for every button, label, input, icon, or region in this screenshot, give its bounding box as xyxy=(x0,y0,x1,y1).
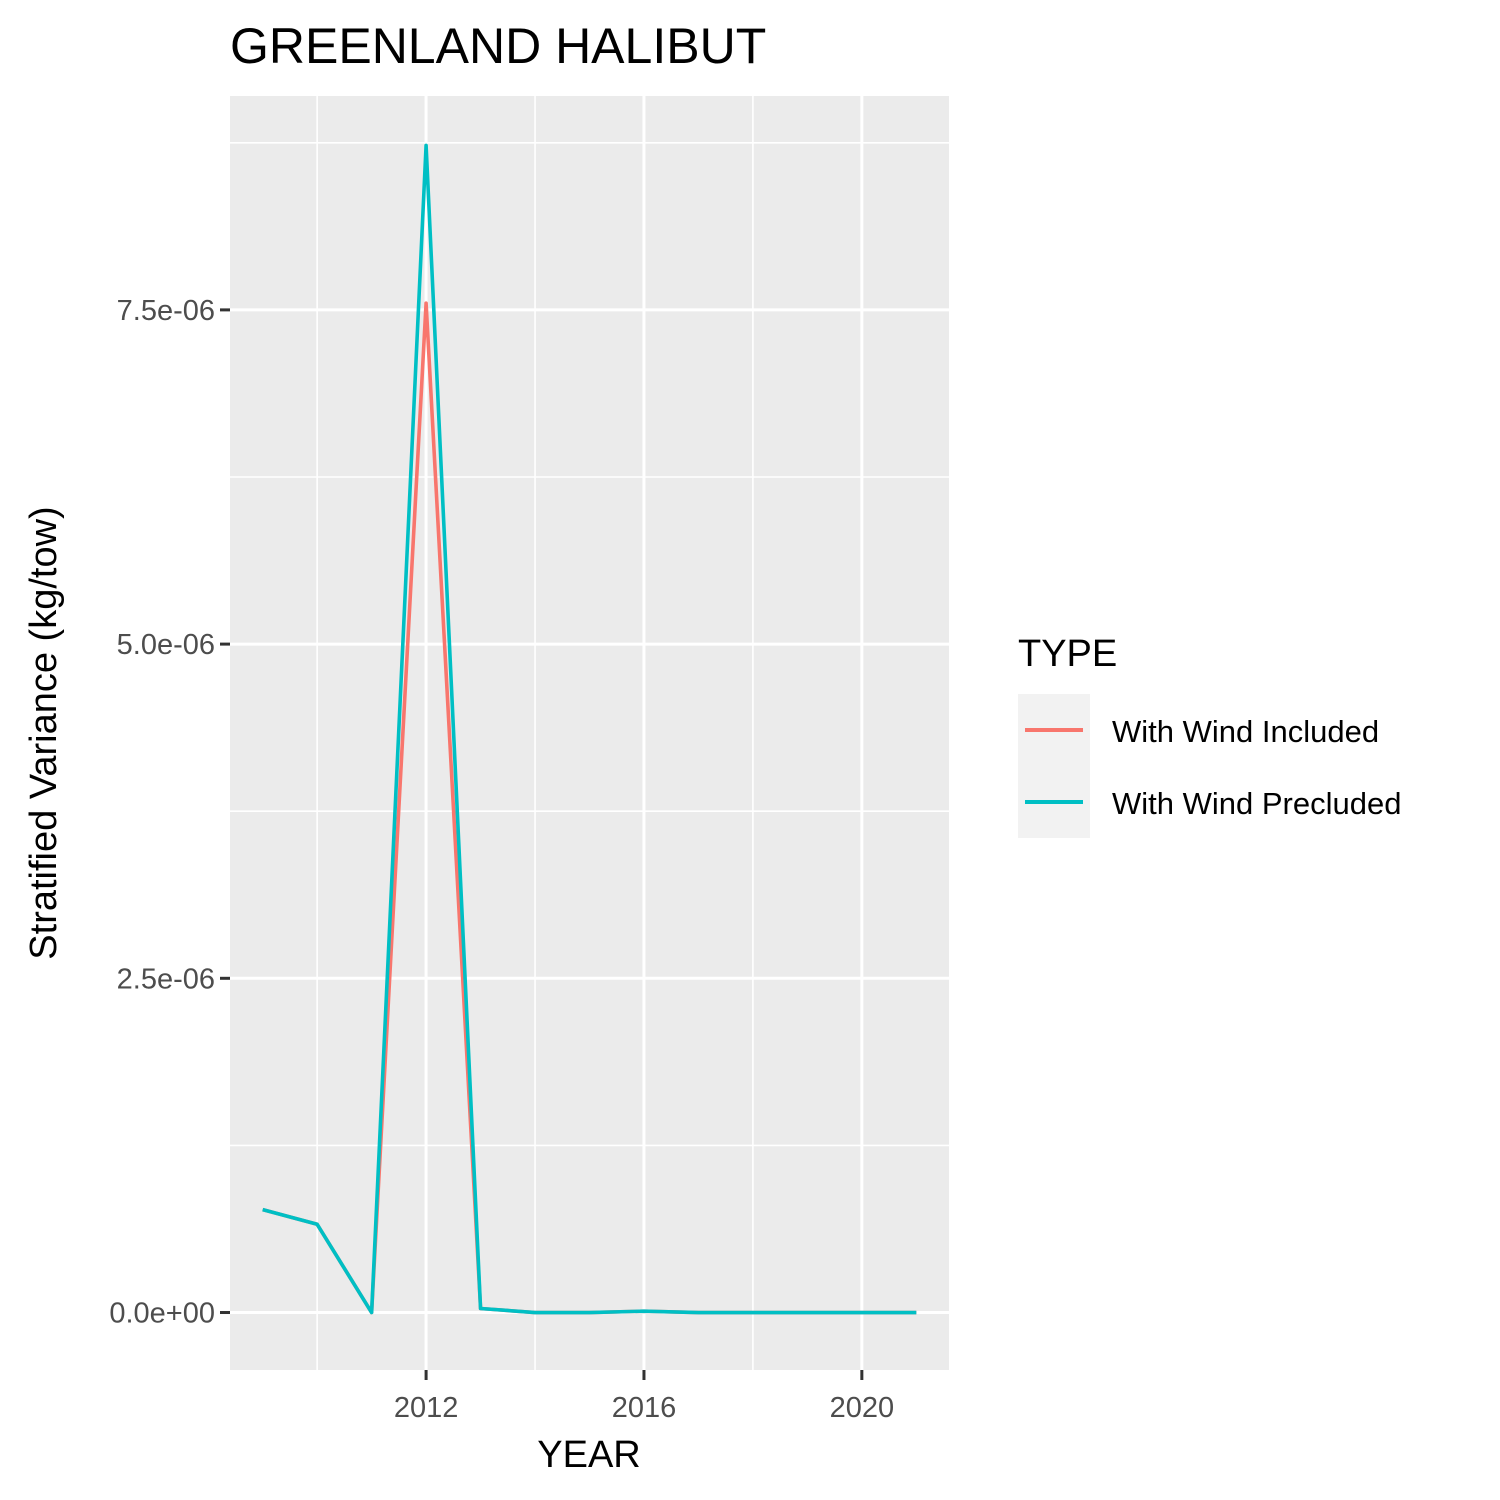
legend-title: TYPE xyxy=(1018,633,1117,675)
x-tick-label: 2012 xyxy=(394,1392,459,1424)
x-tick-label: 2016 xyxy=(612,1392,677,1424)
x-axis: 2012 2016 2020 xyxy=(394,1370,894,1424)
major-grid xyxy=(230,96,949,1370)
plot-panel xyxy=(230,96,949,1370)
y-tick-label: 7.5e-06 xyxy=(117,295,215,327)
legend: TYPE With Wind Included With Wind Preclu… xyxy=(1018,633,1401,838)
chart-title: GREENLAND HALIBUT xyxy=(230,18,766,74)
y-tick-label: 0.0e+00 xyxy=(109,1298,215,1330)
series-line-with-wind-precluded xyxy=(262,143,917,1315)
y-axis: 0.0e+00 2.5e-06 5.0e-06 7.5e-06 xyxy=(109,295,230,1330)
x-tick-label: 2020 xyxy=(830,1392,895,1424)
y-tick-label: 2.5e-06 xyxy=(117,963,215,995)
minor-grid xyxy=(230,96,949,1370)
y-axis-title: Stratified Variance (kg/tow) xyxy=(23,506,65,959)
legend-label-with-wind-included: With Wind Included xyxy=(1112,714,1379,749)
legend-label-with-wind-precluded: With Wind Precluded xyxy=(1112,786,1401,821)
legend-key-background xyxy=(1018,694,1090,838)
y-tick-label: 5.0e-06 xyxy=(117,629,215,661)
series-lines xyxy=(262,143,917,1315)
x-axis-title: YEAR xyxy=(537,1434,640,1476)
